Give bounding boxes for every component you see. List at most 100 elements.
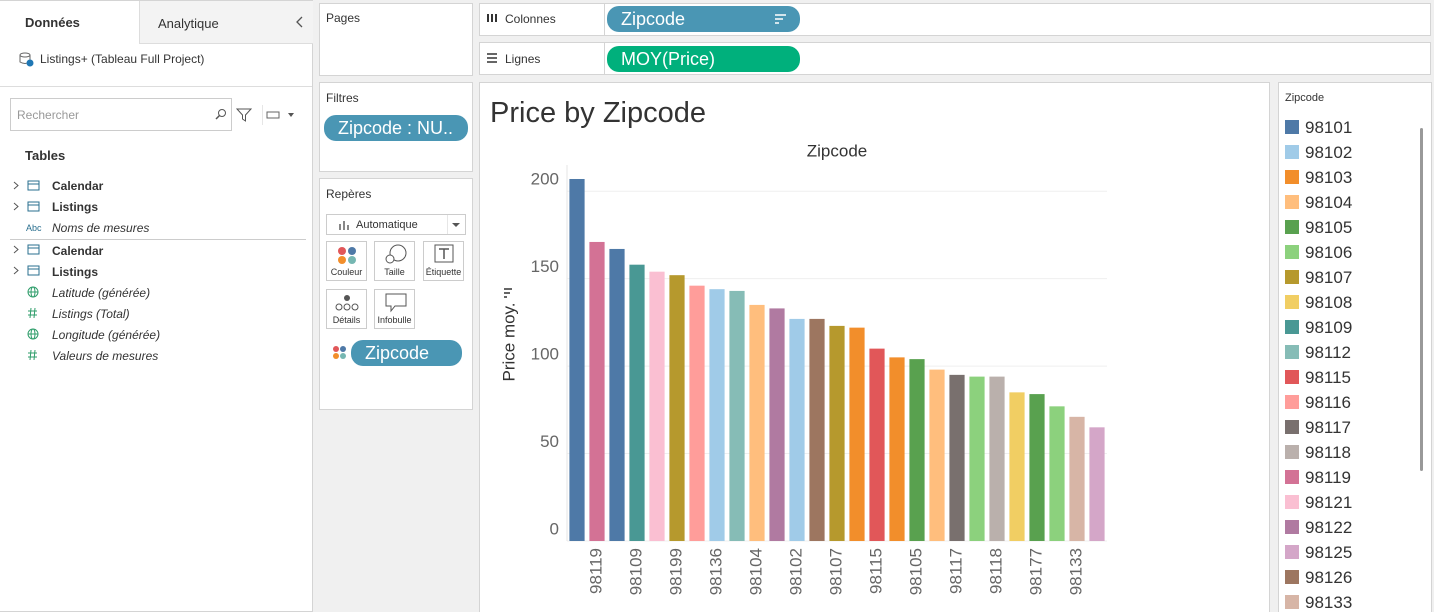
tab-label[interactable]: Données bbox=[25, 15, 80, 30]
y-tick-label: 50 bbox=[540, 432, 559, 451]
legend-label[interactable]: 98121 bbox=[1305, 493, 1353, 512]
color-button[interactable]: Couleur bbox=[326, 241, 367, 281]
legend-item[interactable]: 98126 bbox=[1285, 568, 1410, 588]
size-button[interactable]: Taille bbox=[374, 241, 415, 281]
legend-item[interactable]: 98106 bbox=[1285, 243, 1410, 263]
pages-card bbox=[319, 3, 473, 76]
legend-item[interactable]: 98105 bbox=[1285, 218, 1410, 238]
legend-label[interactable]: 98122 bbox=[1305, 518, 1353, 537]
legend-item[interactable]: 98121 bbox=[1285, 493, 1410, 513]
y-tick-label: 100 bbox=[531, 345, 559, 364]
legend-label[interactable]: 98108 bbox=[1305, 293, 1353, 312]
columns-pill[interactable]: Zipcode bbox=[607, 6, 800, 32]
legend-label[interactable]: 98116 bbox=[1305, 393, 1352, 412]
label-button[interactable]: Étiquette bbox=[423, 241, 464, 281]
legend-item[interactable]: 98117 bbox=[1285, 418, 1410, 438]
legend-label[interactable]: 98107 bbox=[1305, 268, 1353, 287]
filter-icon[interactable] bbox=[236, 107, 252, 123]
tab-active[interactable] bbox=[0, 1, 139, 43]
color-pill[interactable]: Zipcode bbox=[351, 340, 462, 366]
y-axis-title: Price moy. bbox=[499, 302, 518, 381]
button-label[interactable]: Infobulle bbox=[377, 315, 412, 325]
filter-pill[interactable]: Zipcode : NU.. bbox=[324, 115, 468, 141]
legend-swatch bbox=[1285, 495, 1299, 509]
view-icon[interactable] bbox=[262, 105, 298, 125]
legend-label[interactable]: 98117 bbox=[1305, 418, 1352, 437]
legend-item[interactable]: 98116 bbox=[1285, 393, 1410, 413]
legend-item[interactable]: 98122 bbox=[1285, 518, 1410, 538]
field[interactable]: Calendar bbox=[52, 179, 104, 193]
legend-label[interactable]: 98126 bbox=[1305, 568, 1353, 587]
legend-label[interactable]: 98109 bbox=[1305, 318, 1353, 337]
button-label[interactable]: Taille bbox=[384, 267, 405, 277]
field[interactable]: Noms de mesures bbox=[52, 221, 150, 235]
legend-label[interactable]: 98115 bbox=[1305, 368, 1352, 387]
sheet-title: Price by Zipcode bbox=[490, 97, 706, 129]
x-tick-label: 98117 bbox=[946, 548, 965, 594]
field[interactable]: Calendar bbox=[52, 244, 104, 258]
legend-label[interactable]: 98125 bbox=[1305, 543, 1353, 562]
tab-label[interactable]: Analytique bbox=[158, 16, 219, 31]
bar bbox=[809, 318, 825, 541]
field[interactable]: Listings bbox=[52, 200, 99, 214]
legend-item[interactable]: 98125 bbox=[1285, 543, 1410, 563]
legend-label[interactable]: 98103 bbox=[1305, 168, 1353, 187]
mark-type[interactable]: Automatique bbox=[356, 219, 418, 231]
mark-type-dropdown[interactable] bbox=[326, 214, 466, 235]
bar bbox=[729, 290, 745, 541]
x-axis-title: Zipcode bbox=[807, 141, 867, 160]
legend-swatch bbox=[1285, 320, 1299, 334]
bar bbox=[929, 369, 945, 541]
legend-item[interactable]: 98101 bbox=[1285, 118, 1410, 138]
bar bbox=[1069, 416, 1085, 541]
legend-item[interactable]: 98104 bbox=[1285, 193, 1410, 213]
legend-label[interactable]: 98102 bbox=[1305, 143, 1353, 162]
dropdown-arrow[interactable] bbox=[447, 215, 465, 234]
detail-button[interactable]: Détails bbox=[326, 289, 367, 329]
legend-swatch bbox=[1285, 370, 1299, 384]
field[interactable]: Latitude (générée) bbox=[52, 286, 151, 300]
button-label[interactable]: Couleur bbox=[330, 267, 363, 277]
bar bbox=[769, 308, 785, 541]
legend-label[interactable]: 98105 bbox=[1305, 218, 1353, 237]
bar bbox=[1089, 427, 1105, 541]
legend-item[interactable]: 98108 bbox=[1285, 293, 1410, 313]
legend-item[interactable]: 98107 bbox=[1285, 268, 1410, 288]
button-label[interactable]: Étiquette bbox=[425, 267, 462, 277]
field[interactable]: Listings (Total) bbox=[52, 307, 130, 321]
collapse-icon[interactable] bbox=[294, 15, 306, 29]
rows-pill[interactable]: MOY(Price) bbox=[607, 46, 800, 72]
legend-label[interactable]: 98104 bbox=[1305, 193, 1353, 212]
legend-item[interactable]: 98102 bbox=[1285, 143, 1410, 163]
sort-icon[interactable] bbox=[504, 288, 512, 298]
field[interactable]: Longitude (générée) bbox=[52, 328, 161, 342]
field[interactable]: Listings bbox=[52, 265, 99, 279]
bar bbox=[989, 376, 1005, 541]
legend-label[interactable]: 98106 bbox=[1305, 243, 1353, 262]
legend-swatch bbox=[1285, 470, 1299, 484]
legend-label[interactable]: 98112 bbox=[1305, 343, 1352, 362]
legend-item[interactable]: 98112 bbox=[1285, 343, 1410, 363]
button-label[interactable]: Détails bbox=[332, 315, 361, 325]
legend-label[interactable]: 98118 bbox=[1305, 443, 1352, 462]
legend-item[interactable]: 98115 bbox=[1285, 368, 1410, 388]
tooltip-button[interactable]: Infobulle bbox=[374, 289, 415, 329]
scrollbar[interactable] bbox=[1420, 128, 1423, 471]
legend-item[interactable]: 98103 bbox=[1285, 168, 1410, 188]
search-icon[interactable] bbox=[214, 108, 228, 122]
tab[interactable] bbox=[139, 1, 313, 44]
legend-item[interactable]: 98109 bbox=[1285, 318, 1410, 338]
legend-label[interactable]: 98133 bbox=[1305, 593, 1353, 612]
bar bbox=[709, 289, 725, 541]
legend-item[interactable]: 98119 bbox=[1285, 468, 1410, 488]
search-box[interactable] bbox=[10, 98, 232, 131]
legend-item[interactable]: 98133 bbox=[1285, 593, 1410, 612]
sort-icon[interactable] bbox=[774, 12, 788, 26]
legend-item[interactable]: 98118 bbox=[1285, 443, 1410, 463]
legend-label[interactable]: 98119 bbox=[1305, 468, 1352, 487]
search-placeholder[interactable]: Rechercher bbox=[17, 108, 80, 122]
datasource-name[interactable]: Listings+ (Tableau Full Project) bbox=[40, 52, 205, 66]
legend-label[interactable]: 98101 bbox=[1305, 118, 1353, 137]
field[interactable]: Valeurs de mesures bbox=[52, 349, 159, 363]
